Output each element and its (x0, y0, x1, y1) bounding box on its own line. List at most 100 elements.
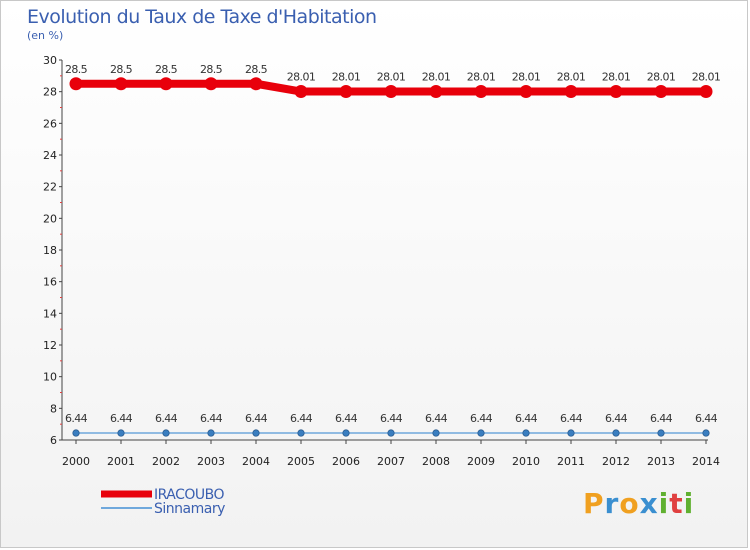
data-label: 6.44 (65, 412, 88, 425)
data-label: 28.01 (422, 71, 451, 84)
data-label: 6.44 (335, 412, 358, 425)
data-label: 28.5 (200, 63, 223, 76)
y-tick-label: 12 (43, 339, 57, 352)
data-point (564, 85, 578, 99)
chart-title: Evolution du Taux de Taxe d'Habitation (27, 6, 377, 28)
y-tick-label: 10 (43, 371, 57, 384)
y-tick-label: 24 (43, 149, 57, 162)
logo-letter: o (619, 487, 640, 520)
data-label: 6.44 (155, 412, 178, 425)
data-label: 6.44 (650, 412, 673, 425)
x-tick-label: 2000 (62, 455, 90, 468)
y-tick-label: 8 (50, 402, 57, 415)
data-label: 6.44 (425, 412, 448, 425)
data-point (612, 429, 620, 437)
data-point (207, 429, 215, 437)
x-tick-label: 2004 (242, 455, 270, 468)
data-point (252, 429, 260, 437)
data-label: 6.44 (515, 412, 538, 425)
x-tick-label: 2002 (152, 455, 180, 468)
data-label: 28.01 (377, 71, 406, 84)
y-tick-label: 30 (43, 54, 57, 67)
data-label: 6.44 (290, 412, 313, 425)
x-tick-label: 2010 (512, 455, 540, 468)
data-point (654, 85, 668, 99)
data-point (162, 429, 170, 437)
logo-letter: i (683, 487, 695, 520)
data-point (519, 85, 533, 99)
data-point (114, 77, 128, 91)
data-point (522, 429, 530, 437)
x-tick-label: 2006 (332, 455, 360, 468)
data-point (117, 429, 125, 437)
data-point (567, 429, 575, 437)
legend-label: Sinnamary (154, 501, 225, 517)
x-tick-label: 2009 (467, 455, 495, 468)
logo-letter: r (604, 487, 620, 520)
x-tick-label: 2001 (107, 455, 135, 468)
x-tick-label: 2007 (377, 455, 405, 468)
data-label: 28.01 (512, 71, 541, 84)
data-point (477, 429, 485, 437)
legend-label: IRACOUBO (154, 487, 225, 503)
data-point (69, 77, 83, 91)
data-label: 6.44 (200, 412, 223, 425)
x-tick-label: 2003 (197, 455, 225, 468)
data-point (294, 85, 308, 99)
data-label: 28.01 (467, 71, 496, 84)
data-label: 6.44 (605, 412, 628, 425)
data-label: 28.01 (287, 71, 316, 84)
data-label: 28.5 (110, 63, 133, 76)
y-tick-label: 20 (43, 212, 57, 225)
data-point (432, 429, 440, 437)
data-point (474, 85, 488, 99)
data-point (699, 85, 713, 99)
data-label: 28.01 (602, 71, 631, 84)
data-label: 28.01 (647, 71, 676, 84)
data-label: 6.44 (245, 412, 268, 425)
data-point (387, 429, 395, 437)
data-label: 28.01 (692, 71, 721, 84)
data-label: 28.5 (245, 63, 268, 76)
y-tick-label: 22 (43, 181, 57, 194)
data-point (609, 85, 623, 99)
data-label: 28.5 (155, 63, 178, 76)
data-label: 6.44 (380, 412, 403, 425)
x-tick-label: 2008 (422, 455, 450, 468)
data-label: 6.44 (110, 412, 133, 425)
y-tick-label: 14 (43, 307, 57, 320)
logo-letter: x (639, 487, 659, 520)
data-point (297, 429, 305, 437)
y-tick-label: 16 (43, 276, 57, 289)
chart-subtitle: (en %) (27, 29, 64, 42)
data-point (339, 85, 353, 99)
data-point (429, 85, 443, 99)
x-tick-label: 2005 (287, 455, 315, 468)
data-point (72, 429, 80, 437)
data-label: 28.5 (65, 63, 88, 76)
data-label: 6.44 (560, 412, 583, 425)
data-label: 6.44 (695, 412, 718, 425)
y-tick-label: 6 (50, 434, 57, 447)
data-point (657, 429, 665, 437)
logo-letter: P (583, 487, 605, 520)
data-point (702, 429, 710, 437)
data-point (342, 429, 350, 437)
x-tick-label: 2012 (602, 455, 630, 468)
data-point (249, 77, 263, 91)
proxiti-logo: Proxiti (583, 487, 694, 520)
data-label: 6.44 (470, 412, 493, 425)
logo-letter: i (658, 487, 670, 520)
y-tick-label: 28 (43, 86, 57, 99)
data-point (204, 77, 218, 91)
x-tick-label: 2011 (557, 455, 585, 468)
y-tick-label: 26 (43, 117, 57, 130)
x-tick-label: 2013 (647, 455, 675, 468)
data-label: 28.01 (557, 71, 586, 84)
logo-letter: t (669, 487, 684, 520)
data-label: 28.01 (332, 71, 361, 84)
data-point (159, 77, 173, 91)
data-point (384, 85, 398, 99)
x-tick-label: 2014 (692, 455, 720, 468)
